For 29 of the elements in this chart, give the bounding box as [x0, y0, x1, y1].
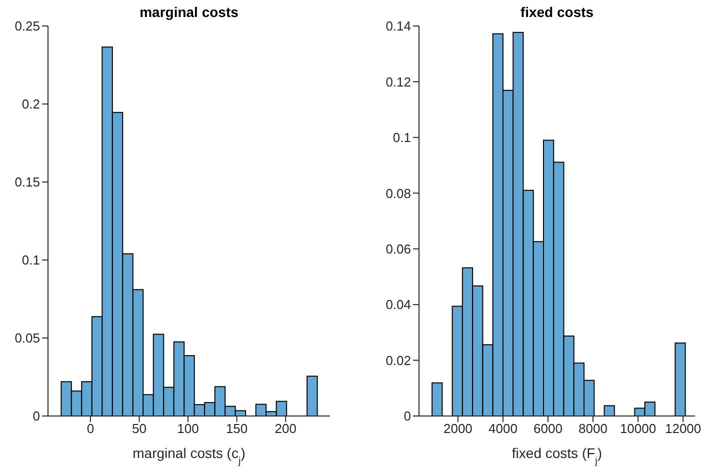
y-tick-label: 0.04	[386, 297, 411, 312]
x-tick-label: 8000	[578, 421, 608, 436]
x-axis-title: fixed costs (F$_{j}$)	[512, 445, 602, 466]
x-tick-label: 12000	[664, 421, 702, 436]
y-tick-label: 0.06	[386, 241, 411, 256]
y-tick-label: 0.14	[386, 18, 411, 34]
x-tick-label: 10000	[620, 421, 656, 436]
x-tick-label: 150	[226, 421, 248, 436]
x-axis-title: marginal costs (c$_{j}$)	[132, 445, 246, 466]
x-tick-label: 50	[132, 421, 146, 436]
y-tick-label: 0.15	[14, 174, 40, 190]
y-tick-label: 0.1	[392, 130, 411, 146]
y-tick-label: 0	[404, 408, 411, 424]
y-tick-label: 0.02	[386, 352, 411, 368]
x-tick-label: 6000	[534, 421, 562, 436]
y-tick-label: 0.1	[22, 252, 40, 268]
y-tick-label: 0.2	[22, 96, 40, 112]
chart-title: fixed costs	[519, 4, 595, 20]
x-tick-label: 0	[86, 421, 94, 436]
x-tick-label: 2000	[443, 421, 472, 436]
x-tick-label: 100	[177, 421, 199, 436]
chart-title: marginal costs	[138, 4, 240, 20]
x-tick-label: 200	[274, 421, 296, 436]
y-tick-label: 0.12	[386, 74, 411, 90]
y-tick-label: 0.25	[14, 18, 40, 34]
y-tick-label: 0.05	[14, 330, 40, 346]
x-tick-label: 4000	[488, 421, 518, 436]
y-tick-label: 0	[32, 408, 40, 424]
y-tick-label: 0.08	[386, 186, 411, 201]
